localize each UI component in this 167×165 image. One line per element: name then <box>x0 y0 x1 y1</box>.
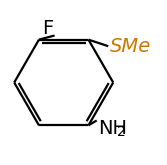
Text: F: F <box>42 19 54 38</box>
Text: NH: NH <box>98 119 127 138</box>
Text: SMe: SMe <box>110 37 151 56</box>
Text: 2: 2 <box>117 125 126 139</box>
